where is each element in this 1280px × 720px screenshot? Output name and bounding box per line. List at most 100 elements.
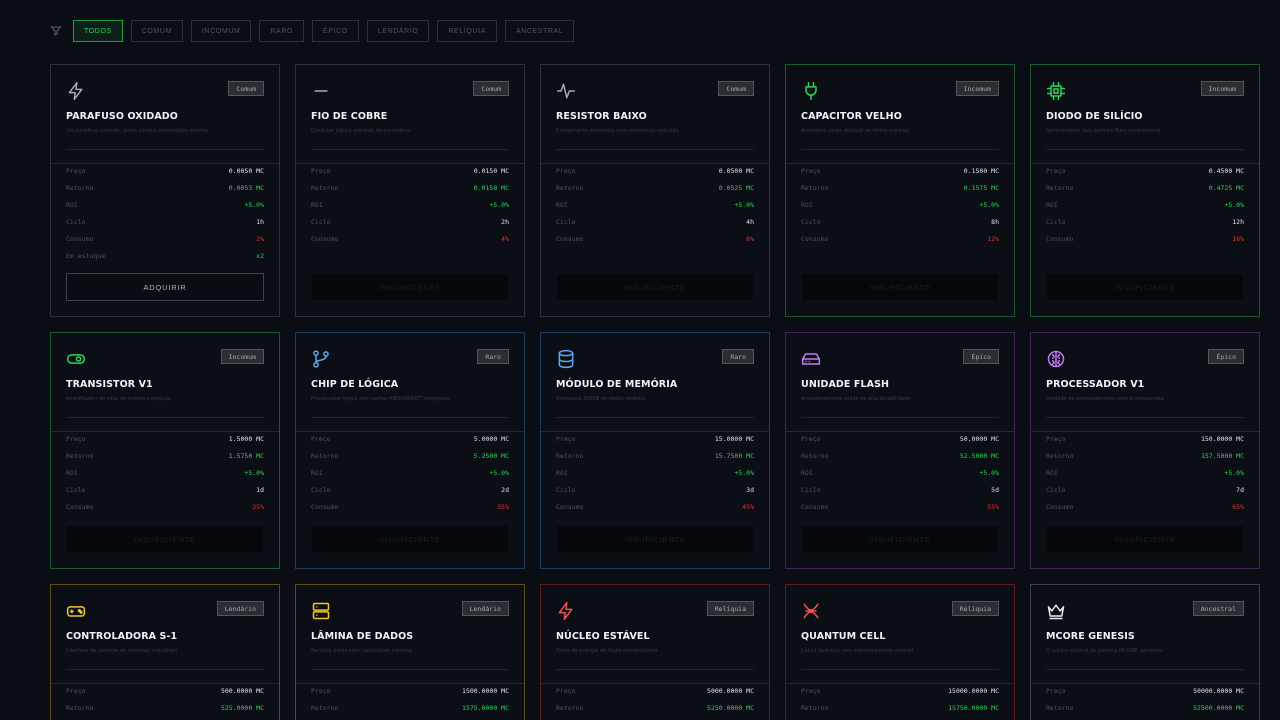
divider xyxy=(556,669,754,670)
rarity-badge: Raro xyxy=(722,349,754,364)
stat-label: Retorno xyxy=(801,451,829,460)
item-name: LÂMINA DE DADOS xyxy=(311,631,414,642)
stat-label: ROI xyxy=(1046,468,1058,477)
item-name: DIODO DE SILÍCIO xyxy=(1046,111,1143,122)
stat-row-price: Preço 0.0150 MC xyxy=(311,162,509,179)
filter-todos[interactable]: TODOS xyxy=(73,20,123,42)
stat-value: 1575.0000 MC xyxy=(462,703,509,712)
stat-label: Preço xyxy=(66,166,86,175)
filter-relíquia[interactable]: RELÍQUIA xyxy=(437,20,497,42)
divider xyxy=(556,417,754,418)
insufficient-button[interactable]: INSUFICIENTE xyxy=(1046,525,1244,553)
stat-value: 5.2500 MC xyxy=(473,451,509,460)
item-description: Interface de controle de sistemas indust… xyxy=(66,648,178,654)
stat-label: Consumo xyxy=(556,502,584,511)
item-stats: Preço 50.0000 MC Retorno 52.5000 MC ROI +5.0%… xyxy=(801,430,999,515)
divider xyxy=(1031,163,1259,164)
insufficient-button[interactable]: INSUFICIENTE xyxy=(311,273,509,301)
filter-épico[interactable]: ÉPICO xyxy=(312,20,359,42)
item-description: Unidade de processamento central recuper… xyxy=(1046,396,1164,402)
insufficient-button[interactable]: INSUFICIENTE xyxy=(801,525,999,553)
stat-row-consumption: Consumo 2% xyxy=(66,230,264,247)
rarity-badge: Comum xyxy=(228,81,264,96)
stat-value: 2% xyxy=(256,234,264,243)
item-card: Raro MÓDULO DE MEMÓRIA Armazena 256KB de d… xyxy=(540,332,770,569)
divider xyxy=(1046,149,1244,150)
divider xyxy=(51,683,279,684)
stat-label: Preço xyxy=(311,434,331,443)
item-stats: Preço 0.0050 MC Retorno 0.0053 MC ROI +5.0% Ci… xyxy=(66,162,264,264)
stat-label: Ciclo xyxy=(66,217,86,226)
stat-value: 525.0000 MC xyxy=(220,703,264,712)
stat-value: 1d xyxy=(256,485,264,494)
chip-icon xyxy=(1046,81,1066,101)
insufficient-button[interactable]: INSUFICIENTE xyxy=(311,525,509,553)
stat-row-roi: ROI+5.0% xyxy=(801,196,999,213)
stat-row-roi: ROI+5.0% xyxy=(801,464,999,481)
stat-label: Consumo xyxy=(311,234,339,243)
stat-value: 5d xyxy=(991,485,999,494)
filter-raro[interactable]: RARO xyxy=(259,20,305,42)
stat-row-consumption: Consumo 18% xyxy=(1046,230,1244,247)
rarity-badge: Relíquia xyxy=(706,601,754,616)
stat-label: ROI xyxy=(556,200,568,209)
rarity-badge: Comum xyxy=(718,81,754,96)
stat-label: Preço xyxy=(801,686,821,695)
stat-label: Retorno xyxy=(311,183,339,192)
stat-label: Preço xyxy=(311,166,331,175)
stat-row-consumption: Consumo 55% xyxy=(801,498,999,515)
item-card: Incomum TRANSISTOR V1 Amplificador de sina… xyxy=(50,332,280,569)
stat-row-cycle: Ciclo 5d xyxy=(801,481,999,498)
stat-row-consumption: Consumo 8% xyxy=(556,230,754,247)
item-card: Incomum DIODO DE SILÍCIO Semicondutor que … xyxy=(1030,64,1260,317)
divider xyxy=(1031,431,1259,432)
insufficient-button[interactable]: INSUFICIENTE xyxy=(556,273,754,301)
stat-value: 15.0000 MC xyxy=(714,434,754,443)
stat-row-price: Preço 1500.0000 MC xyxy=(311,682,509,699)
divider xyxy=(801,417,999,418)
stat-value: 0.4725 MC xyxy=(1208,183,1244,192)
filter-incomum[interactable]: INCOMUM xyxy=(190,20,252,42)
stat-row-price: Preço 0.0500 MC xyxy=(556,162,754,179)
stat-row-roi: ROI+5.0% xyxy=(66,196,264,213)
acquire-button[interactable]: ADQUIRIR xyxy=(66,273,264,301)
stat-row-cycle: Ciclo 4h xyxy=(556,213,754,230)
pulse-icon xyxy=(556,83,576,99)
stat-label: Consumo xyxy=(66,234,94,243)
stat-label: Retorno xyxy=(66,703,94,712)
insufficient-button[interactable]: INSUFICIENTE xyxy=(1046,273,1244,301)
insufficient-button[interactable]: INSUFICIENTE xyxy=(556,525,754,553)
stat-row-price: Preço 15000.0000 MC xyxy=(801,682,999,699)
filter-comum[interactable]: COMUM xyxy=(130,20,183,42)
stat-row-cycle: Ciclo 2d xyxy=(311,481,509,498)
stat-label: ROI xyxy=(801,468,813,477)
stat-row-consumption: Consumo 65% xyxy=(1046,498,1244,515)
stat-row-roi: ROI+5.0% xyxy=(801,716,999,720)
stat-row-return: Retorno 0.0158 MC xyxy=(311,179,509,196)
stat-label: Ciclo xyxy=(66,485,86,494)
item-description: Armazenamento sólido de alta durabilidad… xyxy=(801,396,911,402)
item-name: TRANSISTOR V1 xyxy=(66,379,153,390)
stat-row-roi: ROI+5.0% xyxy=(556,716,754,720)
stat-row-return: Retorno 15750.0000 MC xyxy=(801,699,999,716)
item-name: FIO DE COBRE xyxy=(311,111,388,122)
item-card: Comum RESISTOR BAIXO Componente eletrônico… xyxy=(540,64,770,317)
stat-value: +5.0% xyxy=(489,200,509,209)
rarity-badge: Incomum xyxy=(955,81,999,96)
item-name: QUANTUM CELL xyxy=(801,631,886,642)
stat-value: +5.0% xyxy=(734,468,754,477)
stat-label: Ciclo xyxy=(801,485,821,494)
stat-row-roi: ROI+5.0% xyxy=(311,716,509,720)
filter-ancestral[interactable]: ANCESTRAL xyxy=(504,20,575,42)
insufficient-button[interactable]: INSUFICIENTE xyxy=(801,273,999,301)
stat-value: 4% xyxy=(501,234,509,243)
stat-value: +5.0% xyxy=(734,200,754,209)
divider xyxy=(296,163,524,164)
stat-label: Preço xyxy=(801,434,821,443)
stat-label: Retorno xyxy=(311,451,339,460)
insufficient-button[interactable]: INSUFICIENTE xyxy=(66,525,264,553)
stat-label: Preço xyxy=(1046,166,1066,175)
filter-lendário[interactable]: LENDÁRIO xyxy=(366,20,430,42)
divider xyxy=(311,669,509,670)
divider xyxy=(1031,683,1259,684)
